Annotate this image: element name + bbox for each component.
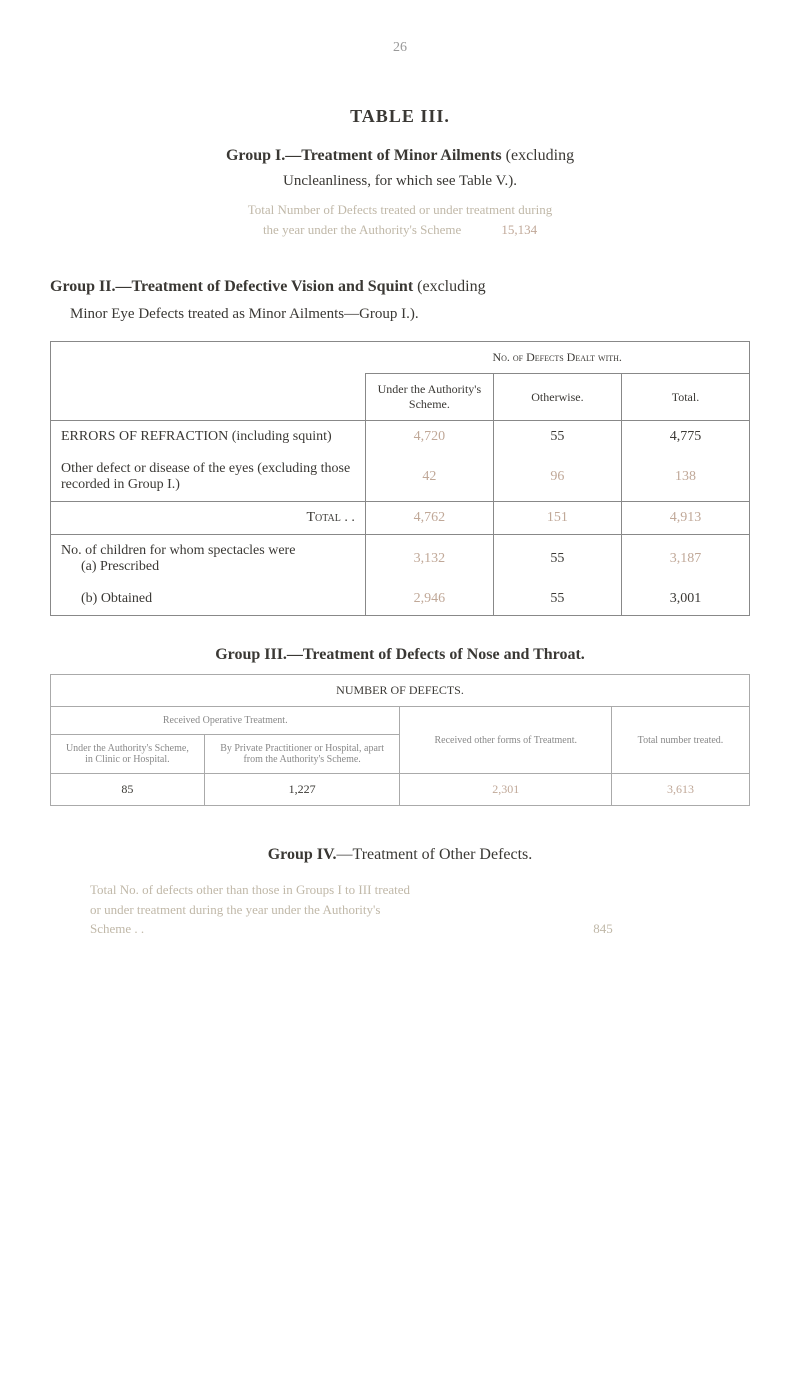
table2-row2-label: Other defect or disease of the eyes (exc… — [51, 453, 366, 502]
group2-prefix: Group II. — [50, 278, 116, 295]
group3-main: —Treatment of Defects of Nose and Throat… — [287, 646, 585, 663]
group2-heading: Group II.—Treatment of Defective Vision … — [50, 278, 750, 296]
table2-row1-v3: 4,775 — [621, 421, 749, 454]
table3-sub2: Received other forms of Treatment. — [400, 707, 612, 774]
table2-header-span: No. of Defects Dealt with. — [365, 342, 749, 374]
table3-sub1b: By Private Practitioner or Hospital, apa… — [204, 735, 400, 774]
table2-row3b-label: (b) Obtained — [51, 583, 366, 616]
table2: No. of Defects Dealt with. Under the Aut… — [50, 341, 750, 616]
table2-row3a-v2: 55 — [493, 535, 621, 584]
group3-prefix: Group III. — [215, 646, 287, 663]
group4-num: 845 — [593, 921, 613, 936]
group4-text3: Scheme . . — [90, 919, 590, 939]
table2-row3b-v2: 55 — [493, 583, 621, 616]
table2-row2-v3: 138 — [621, 453, 749, 502]
table3: NUMBER OF DEFECTS. Received Operative Tr… — [50, 674, 750, 806]
group4-text: Total No. of defects other than those in… — [50, 880, 750, 939]
table2-row3a-v3: 3,187 — [621, 535, 749, 584]
page-number: 26 — [50, 40, 750, 56]
table2-row2-v2: 96 — [493, 453, 621, 502]
group1-suffix: (excluding — [502, 147, 574, 164]
group1-faded1: Total Number of Defects treated or under… — [50, 202, 750, 218]
table3-sub3: Total number treated. — [611, 707, 749, 774]
table3-v3: 2,301 — [400, 774, 612, 806]
table2-total-label: Total . . — [51, 502, 366, 535]
table2-row1-label: ERRORS OF REFRACTION (including squint) — [51, 421, 366, 454]
table2-row1-v2: 55 — [493, 421, 621, 454]
table2-row1-v1: 4,720 — [365, 421, 493, 454]
group1-subtext: Uncleanliness, for which see Table V.). — [50, 173, 750, 190]
table2-col1: Under the Authority's Scheme. — [365, 374, 493, 421]
group1-faded2: the year under the Authority's Scheme — [263, 222, 461, 238]
table3-header: NUMBER OF DEFECTS. — [51, 675, 750, 707]
table-title: TABLE III. — [50, 106, 750, 127]
table2-total-v1: 4,762 — [365, 502, 493, 535]
table3-v4: 3,613 — [611, 774, 749, 806]
group2-subtext: Minor Eye Defects treated as Minor Ailme… — [50, 306, 750, 323]
table3-sub1: Received Operative Treatment. — [51, 707, 400, 735]
group4-text1: Total No. of defects other than those in… — [90, 882, 410, 897]
group1-heading: Group I.—Treatment of Minor Ailments (ex… — [50, 147, 750, 165]
table2-col2: Otherwise. — [493, 374, 621, 421]
group1-faded-num: 15,134 — [501, 222, 537, 238]
group4-text2: or under treatment during the year under… — [90, 902, 380, 917]
table2-total-v2: 151 — [493, 502, 621, 535]
table2-row3b-v1: 2,946 — [365, 583, 493, 616]
table2-row3-main: No. of children for whom spectacles were — [61, 543, 295, 558]
table2-col3: Total. — [621, 374, 749, 421]
table2-row3-label: No. of children for whom spectacles were… — [51, 535, 366, 584]
table2-empty-header — [51, 342, 366, 421]
group3-heading: Group III.—Treatment of Defects of Nose … — [50, 646, 750, 664]
table3-v1: 85 — [51, 774, 205, 806]
table3-sub1a: Under the Authority's Scheme, in Clinic … — [51, 735, 205, 774]
group4-main: —Treatment of Other Defects. — [336, 846, 532, 863]
group2-main: —Treatment of Defective Vision and Squin… — [116, 278, 414, 295]
table2-row2-v1: 42 — [365, 453, 493, 502]
table2-row3a-label: (a) Prescribed — [61, 559, 159, 574]
group4-heading: Group IV.—Treatment of Other Defects. — [50, 846, 750, 864]
table3-v2: 1,227 — [204, 774, 400, 806]
group1-main: —Treatment of Minor Ailments — [285, 147, 501, 164]
group1-prefix: Group I. — [226, 147, 285, 164]
group2-suffix: (excluding — [413, 278, 485, 295]
table2-row3a-v1: 3,132 — [365, 535, 493, 584]
table2-total-v3: 4,913 — [621, 502, 749, 535]
table2-row3b-v3: 3,001 — [621, 583, 749, 616]
group4-prefix: Group IV. — [268, 846, 337, 863]
